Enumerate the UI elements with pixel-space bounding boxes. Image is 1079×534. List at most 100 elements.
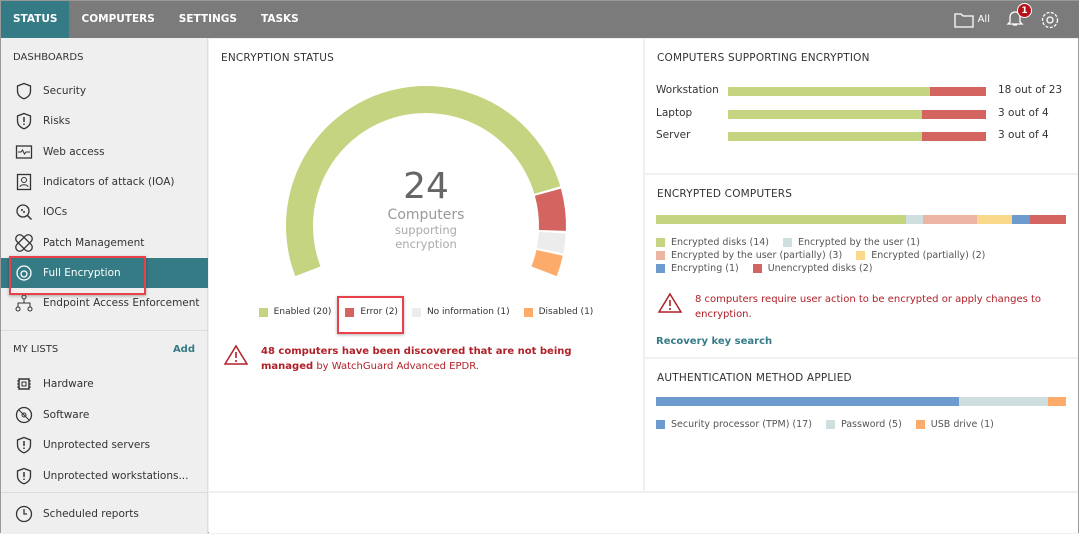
sidebar-item-label: Software: [43, 408, 90, 421]
filter-label: All: [977, 14, 990, 25]
sidebar-item-security[interactable]: Security: [1, 76, 208, 106]
recovery-key-search-link[interactable]: Recovery key search: [656, 336, 773, 347]
encrypted-bar-segment: [976, 215, 1013, 224]
bar-supported: [728, 109, 922, 119]
supporting-encryption-panel: COMPUTERS SUPPORTING ENCRYPTION Workstat…: [645, 39, 1078, 173]
encrypted-bar-segment: [1012, 215, 1031, 224]
sidebar-item-hardware[interactable]: Hardware: [1, 369, 208, 399]
gauge-center: 24 Computers supporting encryption: [209, 166, 643, 252]
sidebar-item-label: Indicators of attack (IOA): [43, 175, 175, 188]
warning-text: 8 computers require user action to be en…: [695, 294, 1042, 320]
authentication-method-panel: AUTHENTICATION METHOD APPLIED Security p…: [645, 359, 1078, 491]
legend-label: Encrypting (1): [671, 263, 739, 274]
tab-settings[interactable]: SETTINGS: [178, 13, 237, 25]
legend-item: Error (2): [345, 307, 398, 317]
legend-label: Disabled (1): [538, 307, 594, 317]
encrypted-computers-panel: ENCRYPTED COMPUTERS Encrypted disks (14)…: [645, 175, 1078, 357]
legend-swatch: [345, 307, 355, 317]
panel-title: AUTHENTICATION METHOD APPLIED: [657, 372, 852, 384]
encryption-gauge: [286, 86, 566, 277]
legend-swatch: [523, 307, 533, 317]
legend-swatch: [856, 251, 866, 260]
encryption-status-panel: ENCRYPTION STATUS 24 Computers supportin…: [209, 39, 643, 491]
gauge-legend: Enabled (20) Error (2) No information (1) D…: [209, 307, 643, 317]
encryption-icon: [16, 265, 32, 281]
warning-bold: 48 computers have been discovered that a…: [261, 346, 572, 372]
add-list-link[interactable]: Add: [172, 344, 195, 355]
sidebar-item-label: Scheduled reports: [43, 508, 139, 520]
legend-label: USB drive (1): [930, 419, 994, 430]
sidebar-item-unprotected-workstations-[interactable]: Unprotected workstations...: [1, 461, 208, 491]
row-count: 3 out of 4: [998, 129, 1049, 141]
notification-badge: 1: [1017, 3, 1032, 18]
legend-item: Disabled (1): [523, 307, 594, 317]
tab-status[interactable]: STATUS: [1, 1, 70, 38]
gear-icon[interactable]: [1040, 10, 1060, 30]
legend-label: Error (2): [360, 307, 398, 317]
panel-title: COMPUTERS SUPPORTING ENCRYPTION: [657, 52, 870, 64]
sidebar-item-software[interactable]: Software: [1, 400, 208, 430]
legend-item: Unencrypted disks (2): [752, 263, 873, 274]
legend-label: Unencrypted disks (2): [767, 263, 873, 274]
sidebar-item-label: IOCs: [43, 206, 68, 219]
gauge-segment[interactable]: [531, 249, 563, 277]
sidebar-item-label: Web access: [43, 145, 105, 158]
sidebar-item-label: Endpoint Access Enforcement: [43, 297, 200, 310]
row-label: Laptop: [656, 106, 693, 119]
sidebar-item-label: Security: [43, 85, 87, 97]
notifications-button[interactable]: 1: [1006, 3, 1032, 30]
warning-icon: [657, 292, 683, 313]
legend-item: Encrypted by the user (1): [783, 237, 920, 248]
auth-bar-segment: [1048, 397, 1066, 406]
shield-alert-icon: [16, 113, 32, 130]
legend-swatch: [656, 238, 665, 247]
legend-item: Encrypting (1): [656, 263, 739, 274]
sidebar-item-iocs[interactable]: IOCs: [1, 197, 208, 227]
tab-tasks[interactable]: TASKS: [260, 13, 299, 25]
my-lists-heading: MY LISTS: [13, 344, 59, 355]
clock-icon: [15, 505, 33, 523]
legend-label: Security processor (TPM) (17): [671, 419, 812, 430]
legend-item: Encrypted by the user (partially) (3): [656, 250, 842, 261]
gauge-segment[interactable]: [534, 188, 566, 231]
encrypted-bar-segment: [1030, 215, 1066, 224]
legend-label: Encrypted by the user (partially) (3): [671, 250, 843, 261]
bottom-area: [209, 493, 1078, 533]
panel-title: ENCRYPTED COMPUTERS: [657, 188, 793, 200]
sidebar-item-web-access[interactable]: Web access: [1, 137, 208, 167]
auth-legend: Security processor (TPM) (17) Password (5…: [656, 419, 1066, 430]
sidebar-item-label: Unprotected workstations...: [43, 469, 189, 482]
sidebar-item-full-encryption[interactable]: Full Encryption: [1, 257, 208, 288]
sidebar-item-label: Full Encryption: [43, 266, 121, 279]
tab-computers[interactable]: COMPUTERS: [81, 13, 155, 25]
row-bar: [728, 109, 986, 119]
folder-icon: [953, 12, 974, 28]
legend-item: Encrypted (partially) (2): [856, 250, 985, 261]
encrypted-bar: [656, 215, 1066, 224]
filter-button[interactable]: All: [953, 12, 990, 28]
unmanaged-warning[interactable]: 48 computers have been discovered that a…: [223, 344, 623, 374]
auth-bar-segment: [959, 397, 1049, 406]
legend-label: Enabled (20): [273, 307, 332, 317]
legend-swatch: [825, 420, 835, 429]
gauge-segment[interactable]: [286, 86, 561, 277]
sidebar-item-indicators-of-attack-ioa-[interactable]: Indicators of attack (IOA): [1, 167, 208, 197]
sidebar-item-risks[interactable]: Risks: [1, 106, 208, 136]
patch-icon: [15, 233, 33, 252]
highlight-full-encryption: [9, 256, 146, 295]
legend-swatch: [783, 238, 793, 247]
sidebar-item-unprotected-servers[interactable]: Unprotected servers: [1, 430, 208, 460]
sidebar-item-scheduled-reports[interactable]: Scheduled reports: [1, 499, 208, 529]
legend-swatch: [915, 420, 925, 429]
gauge-total: 24: [403, 166, 449, 207]
dashboards-heading: DASHBOARDS: [13, 52, 84, 63]
gauge-segment[interactable]: [536, 231, 566, 254]
sidebar-item-label: Patch Management: [43, 236, 145, 249]
sidebar-item-endpoint-access-enforcement[interactable]: Endpoint Access Enforcement: [1, 288, 208, 318]
row-bar: [728, 132, 986, 141]
legend-swatch: [411, 307, 421, 317]
user-action-warning[interactable]: 8 computers require user action to be en…: [657, 292, 1067, 322]
legend-label: Password (5): [840, 419, 902, 430]
sidebar-item-patch-management[interactable]: Patch Management: [1, 228, 208, 258]
bar-unsupported: [921, 109, 986, 119]
